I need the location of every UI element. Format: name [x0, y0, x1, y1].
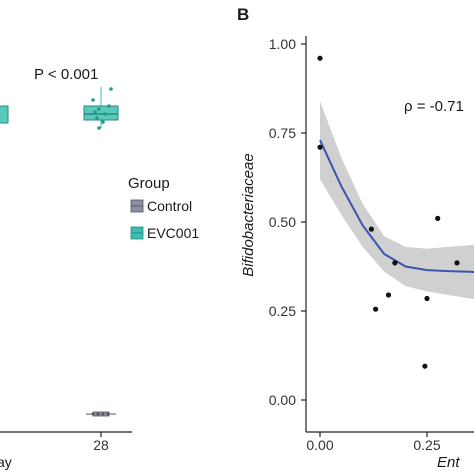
control-box	[92, 411, 110, 417]
panel-a-x-tick-label: 28	[93, 437, 109, 453]
legend-label-control: Control	[147, 198, 192, 214]
legend-item-control: Control	[130, 198, 192, 214]
evc001-point	[101, 120, 105, 124]
y-axis-label: Bifidobacteriaceae	[240, 153, 257, 276]
y-tick-label: 0.00	[269, 392, 296, 408]
control-point	[91, 412, 95, 416]
control-box-day28	[86, 411, 116, 417]
legend-label-evc001: EVC001	[147, 225, 199, 241]
evc001-box-cropped	[0, 105, 9, 124]
scatter-point	[392, 260, 398, 266]
scatter-point	[317, 55, 323, 61]
rho-annotation: ρ = -0.71	[404, 98, 464, 115]
control-point	[96, 412, 100, 416]
evc001-point	[103, 112, 107, 116]
scatter-point	[454, 260, 460, 266]
x-tick-label: 0.25	[413, 437, 440, 453]
control-point	[106, 412, 110, 416]
evc001-point	[109, 87, 113, 91]
y-tick-label: 0.75	[269, 125, 296, 141]
evc001-point	[97, 107, 101, 111]
panel-a-x-axis-label: ay	[0, 454, 12, 470]
legend-item-evc001: EVC001	[130, 225, 199, 241]
panel-b: B ρ = -0.71 Bifidobacteriaceae Ent 0.000…	[237, 5, 474, 471]
evc001-point	[95, 116, 99, 120]
y-tick-label: 0.25	[269, 303, 296, 319]
y-tick-label: 1.00	[269, 36, 296, 52]
scatter-point	[422, 363, 428, 369]
scatter-point	[368, 226, 374, 232]
control-points	[91, 412, 110, 416]
scatter-point	[373, 306, 379, 312]
scatter-point	[424, 295, 430, 302]
loess-line	[319, 139, 474, 273]
y-tick-label: 0.50	[269, 214, 296, 230]
scatter-points	[317, 55, 460, 369]
evc001-box	[83, 105, 119, 121]
legend-title: Group	[128, 175, 170, 192]
y-ticks: 0.00 0.25 0.50 0.75 1.00	[269, 36, 306, 408]
legend: Group Control EVC001	[128, 175, 199, 241]
control-point	[101, 412, 105, 416]
evc001-point	[91, 98, 95, 102]
evc001-point	[93, 110, 97, 114]
scatter-point	[385, 292, 392, 298]
evc001-points	[91, 87, 113, 130]
evc001-box-day28	[83, 87, 119, 128]
evc001-point	[97, 126, 101, 130]
x-axis-label: Ent	[437, 454, 460, 471]
x-tick-label: 0.00	[306, 437, 333, 453]
panel-a: 28 ay P < 0.001 Group Control	[0, 66, 199, 470]
scatter-point	[435, 215, 441, 221]
confidence-band	[320, 101, 474, 300]
x-ticks: 0.00 0.25	[306, 432, 441, 453]
p-value-annotation: P < 0.001	[34, 66, 98, 83]
scatter-point	[317, 144, 323, 150]
panel-b-label: B	[237, 5, 249, 24]
evc001-point	[107, 104, 111, 108]
